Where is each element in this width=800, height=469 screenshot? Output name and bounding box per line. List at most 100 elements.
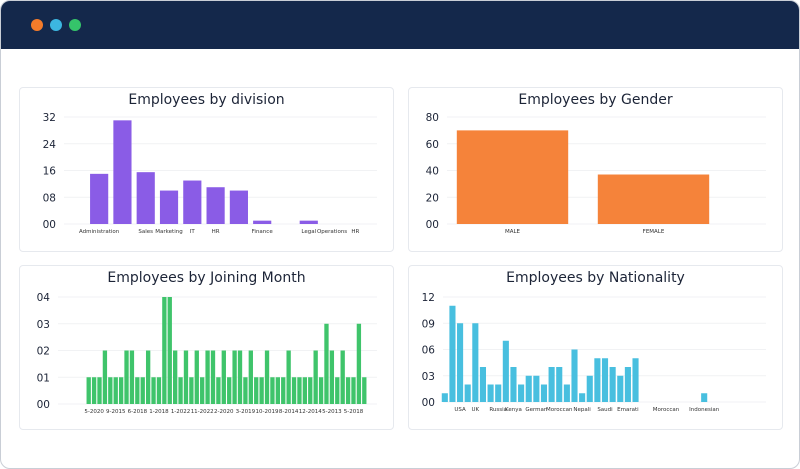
bar bbox=[227, 377, 232, 404]
bar bbox=[194, 350, 199, 404]
bar bbox=[579, 393, 586, 402]
bar bbox=[510, 367, 517, 402]
minimize-dot-icon[interactable] bbox=[50, 19, 62, 31]
x-tick-label: Emarati bbox=[617, 407, 639, 413]
bar bbox=[264, 350, 270, 404]
bar bbox=[518, 384, 525, 402]
bar bbox=[624, 367, 631, 402]
bar bbox=[601, 358, 609, 402]
x-tick-label: Moroccan bbox=[546, 407, 573, 413]
x-tick-label: 6-2018 bbox=[128, 409, 148, 415]
x-tick-label: 10-2019 bbox=[256, 409, 279, 415]
bar bbox=[456, 130, 569, 224]
x-tick-label: Russia bbox=[489, 407, 507, 413]
bar bbox=[571, 349, 578, 402]
bar bbox=[632, 358, 639, 402]
bar bbox=[173, 350, 178, 404]
title-bar bbox=[1, 1, 799, 49]
close-dot-icon[interactable] bbox=[31, 19, 43, 31]
bar bbox=[189, 377, 194, 404]
y-tick-label: 08 bbox=[43, 192, 56, 204]
bar bbox=[609, 367, 616, 402]
x-tick-label: 8-2014 bbox=[279, 409, 299, 415]
bar bbox=[178, 377, 183, 404]
chart-title: Employees by Gender bbox=[518, 92, 673, 108]
bar bbox=[248, 350, 253, 404]
joining-chart-card: Employees by Joining Month 00 01 02 03 04 5-20… bbox=[19, 265, 394, 430]
x-tick-label: 1-2022 bbox=[171, 409, 190, 415]
bar bbox=[91, 377, 97, 404]
bar bbox=[156, 377, 162, 404]
bar bbox=[113, 120, 132, 224]
y-tick-label: 40 bbox=[426, 166, 439, 178]
bar bbox=[259, 377, 264, 404]
bar bbox=[597, 174, 710, 224]
bar bbox=[140, 377, 145, 404]
y-tick-label: 01 bbox=[37, 372, 50, 384]
x-tick-label: IT bbox=[190, 229, 196, 235]
bar bbox=[313, 350, 318, 404]
bar bbox=[318, 377, 324, 404]
x-tick-label: Finance bbox=[252, 229, 274, 235]
bar bbox=[449, 305, 456, 402]
bar bbox=[200, 377, 205, 404]
bar bbox=[206, 187, 225, 224]
bar bbox=[297, 377, 302, 404]
gender-chart: 00 20 40 60 80 MALE FEMALE bbox=[426, 112, 766, 235]
y-tick-label: 04 bbox=[37, 292, 51, 304]
x-tick-label: UK bbox=[472, 407, 480, 413]
bar bbox=[586, 375, 593, 402]
x-tick-label: Kenya bbox=[505, 407, 522, 413]
bar bbox=[286, 350, 291, 404]
bar bbox=[308, 377, 313, 404]
bar bbox=[270, 377, 275, 404]
bar bbox=[362, 377, 367, 404]
bar bbox=[457, 323, 464, 402]
x-tick-label: 2-2020 bbox=[214, 409, 234, 415]
bar bbox=[351, 377, 356, 404]
bar bbox=[167, 297, 172, 404]
bar bbox=[329, 350, 335, 404]
bar bbox=[556, 367, 563, 402]
x-tick-label: Legal bbox=[301, 229, 316, 235]
bar bbox=[102, 350, 108, 404]
x-tick-label: 11-2022 bbox=[191, 409, 214, 415]
y-tick-label: 00 bbox=[37, 399, 50, 411]
bar bbox=[540, 384, 548, 402]
bar bbox=[302, 377, 308, 404]
y-tick-label: 06 bbox=[422, 345, 436, 357]
bar bbox=[159, 190, 179, 224]
x-tick-label: Sales bbox=[138, 229, 153, 235]
y-tick-label: 60 bbox=[426, 139, 439, 151]
bar bbox=[479, 367, 487, 402]
bar bbox=[162, 297, 167, 404]
bar bbox=[210, 350, 216, 404]
bar bbox=[441, 393, 448, 402]
bar bbox=[118, 377, 124, 404]
maximize-dot-icon[interactable] bbox=[69, 19, 81, 31]
x-tick-label: HR bbox=[351, 229, 359, 235]
gender-chart-card: Employees by Gender 00 20 40 60 80 MALE FEMALE bbox=[408, 87, 783, 252]
x-tick-label: 12-2014 bbox=[299, 409, 322, 415]
x-tick-label: USA bbox=[454, 407, 466, 413]
y-tick-label: 00 bbox=[43, 219, 56, 231]
bar bbox=[275, 377, 280, 404]
y-tick-label: 80 bbox=[426, 112, 439, 124]
bar bbox=[113, 377, 118, 404]
x-tick-label: 5-2020 bbox=[84, 409, 104, 415]
bar bbox=[90, 173, 109, 224]
x-tick-label: 3-2019 bbox=[236, 409, 256, 415]
y-tick-label: 00 bbox=[426, 219, 439, 231]
y-tick-label: 09 bbox=[422, 318, 435, 330]
bar bbox=[487, 384, 494, 402]
bar bbox=[281, 377, 286, 404]
division-chart: 00 08 16 24 32 Administration Sales Marketing IT… bbox=[43, 112, 377, 235]
bar bbox=[525, 375, 532, 402]
y-tick-label: 12 bbox=[422, 292, 435, 304]
x-tick-label: 9-2015 bbox=[106, 409, 126, 415]
bar bbox=[464, 384, 471, 402]
x-tick-label: HR bbox=[212, 229, 220, 235]
y-tick-label: 03 bbox=[422, 371, 435, 383]
x-tick-label: Operations bbox=[317, 229, 347, 235]
